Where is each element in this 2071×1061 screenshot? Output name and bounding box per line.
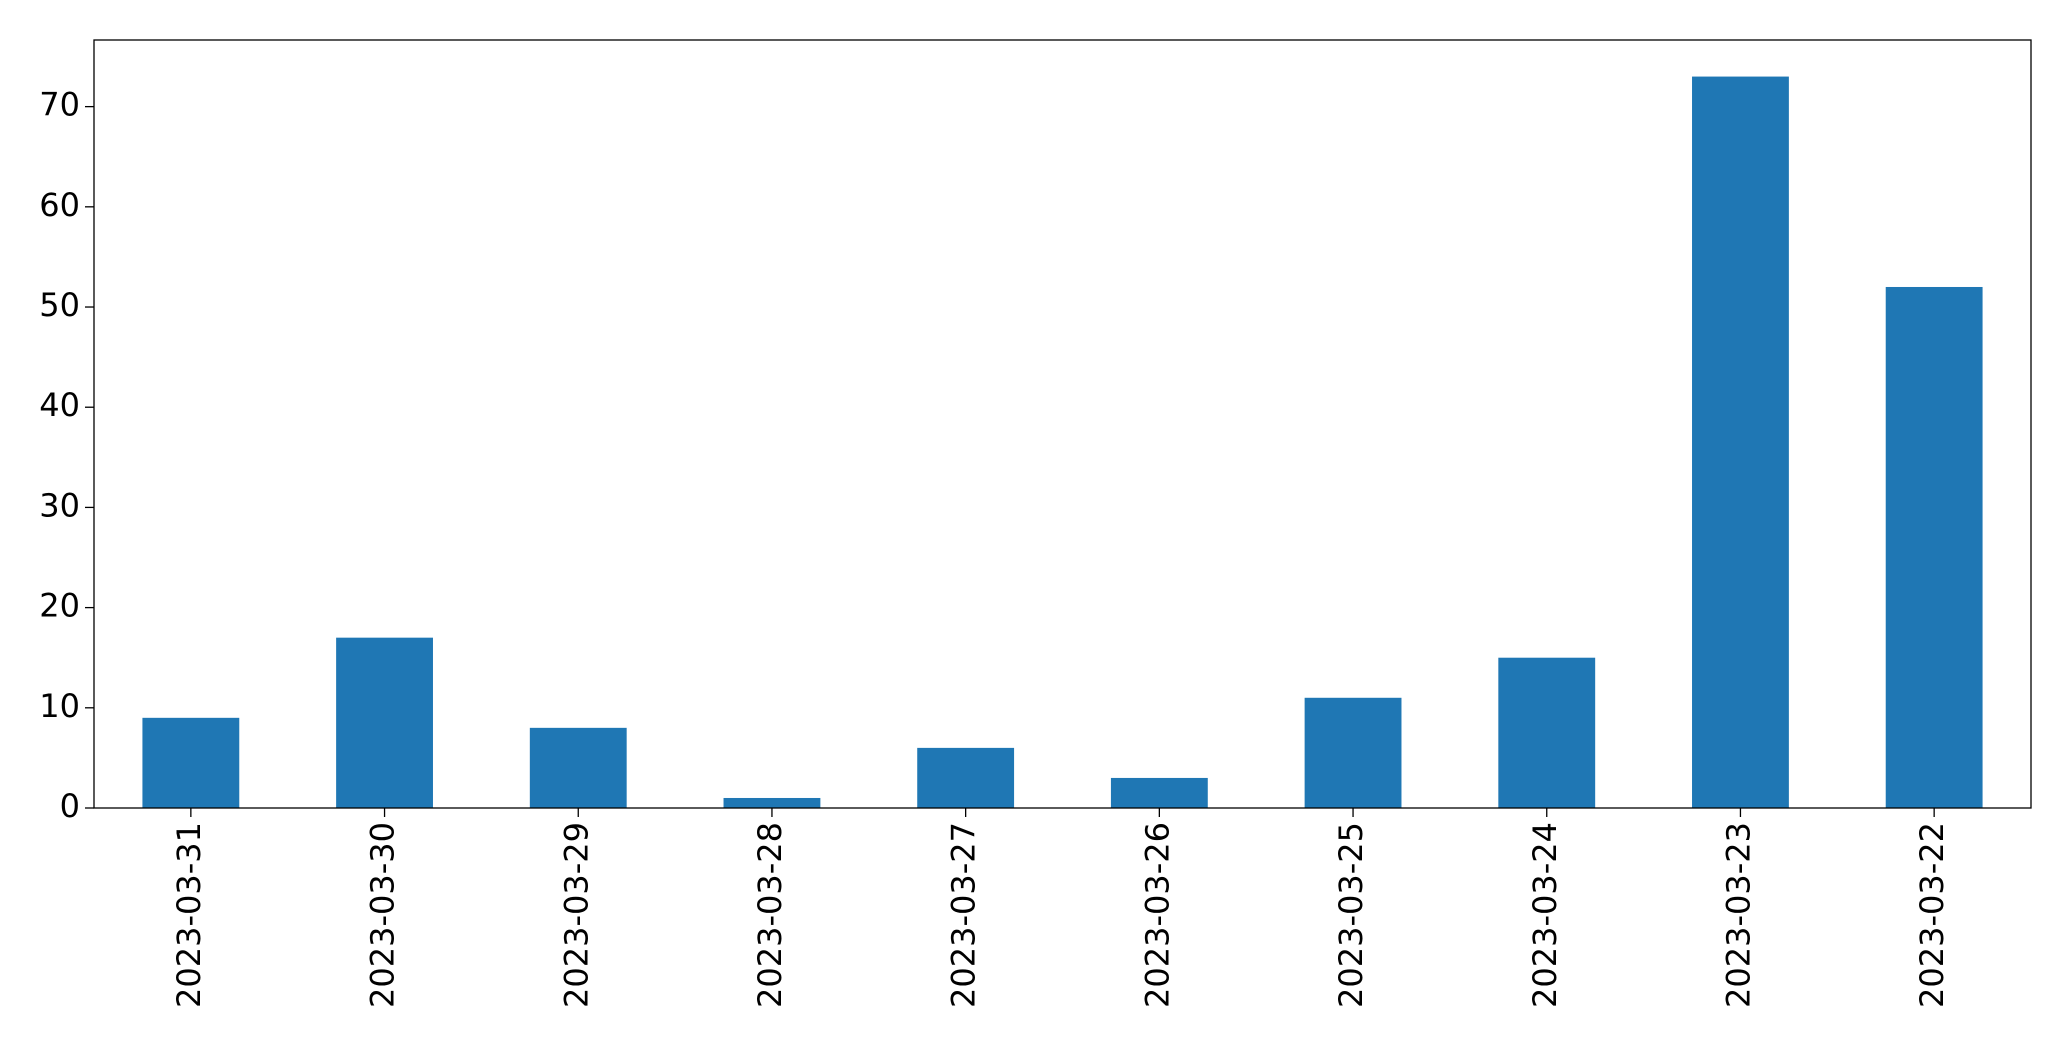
x-tick-label: 2023-03-24 xyxy=(1526,822,1564,1008)
y-tick-label: 50 xyxy=(39,286,80,324)
plot-frame xyxy=(93,39,2032,809)
bar xyxy=(529,727,627,808)
bar xyxy=(723,797,821,808)
x-tick-label: 2023-03-30 xyxy=(364,822,402,1008)
bar xyxy=(1498,657,1596,808)
x-tick-label: 2023-03-27 xyxy=(945,822,983,1008)
bar xyxy=(336,637,433,808)
x-tick-label: 2023-03-26 xyxy=(1138,822,1176,1008)
y-tick-label: 40 xyxy=(39,386,80,424)
x-tick-label: 2023-03-25 xyxy=(1332,822,1370,1008)
bar xyxy=(917,747,1015,808)
x-tick-label: 2023-03-28 xyxy=(751,822,789,1008)
x-tick-label: 2023-03-23 xyxy=(1719,822,1757,1008)
x-tick-label: 2023-03-31 xyxy=(170,822,208,1008)
y-tick-label: 20 xyxy=(39,587,80,625)
y-tick-label: 70 xyxy=(39,86,80,124)
bar xyxy=(1110,777,1208,808)
y-tick-label: 60 xyxy=(39,186,80,224)
bar xyxy=(1692,76,1789,809)
bar xyxy=(1304,697,1402,808)
bar xyxy=(1885,286,1983,808)
bar xyxy=(142,717,240,808)
x-tick-label: 2023-03-29 xyxy=(557,822,595,1008)
y-tick-label: 0 xyxy=(60,787,80,825)
y-tick-label: 30 xyxy=(39,486,80,524)
y-tick-label: 10 xyxy=(39,687,80,725)
x-tick-label: 2023-03-22 xyxy=(1913,822,1951,1008)
